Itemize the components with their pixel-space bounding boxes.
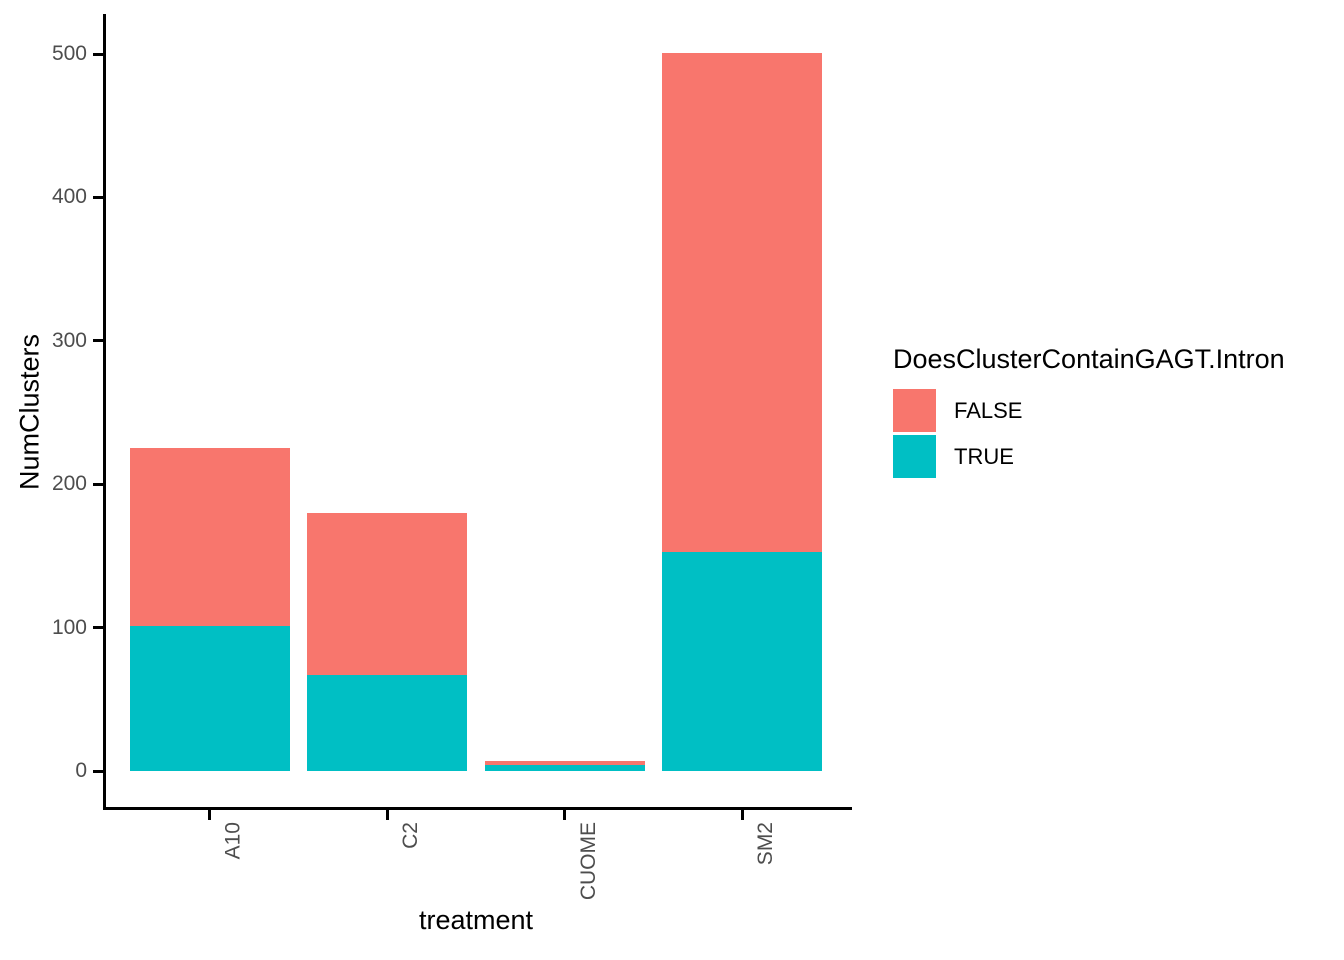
y-tick-mark (93, 195, 103, 199)
legend-swatch-FALSE (893, 389, 936, 432)
y-tick-label: 500 (51, 42, 87, 65)
y-tick-mark (93, 626, 103, 630)
legend-label-FALSE: FALSE (954, 397, 1023, 423)
bar-segment-A10-FALSE (129, 448, 290, 627)
legend-row-TRUE: TRUE (893, 435, 1285, 478)
x-tick-label: CUOME (576, 822, 600, 901)
y-tick-label: 400 (51, 185, 87, 209)
x-tick-label: SM2 (754, 822, 778, 866)
bar-segment-A10-TRUE (129, 626, 290, 771)
y-tick-label: 0 (75, 759, 87, 782)
y-tick-mark (93, 339, 103, 343)
bar-segment-C2-FALSE (307, 512, 468, 675)
legend-title: DoesClusterContainGAGT.Intron (893, 344, 1285, 374)
plot-panel (103, 14, 852, 810)
y-axis-title: NumClusters (14, 333, 45, 491)
bar-segment-C2-TRUE (307, 674, 468, 771)
y-tick-label: 200 (51, 472, 87, 496)
y-tick-mark (93, 52, 103, 56)
y-tick-mark (93, 482, 103, 486)
x-tick-mark (740, 810, 744, 820)
x-tick-label: A10 (221, 822, 245, 860)
bar-segment-CUOME-FALSE (484, 760, 645, 766)
bar-segment-SM2-FALSE (662, 52, 823, 552)
x-tick-mark (385, 810, 389, 820)
legend-rows: FALSE TRUE (893, 389, 1285, 478)
x-tick-mark (563, 810, 567, 820)
legend-row-FALSE: FALSE (893, 389, 1285, 432)
legend-label-TRUE: TRUE (954, 443, 1014, 469)
y-tick-label: 100 (51, 615, 87, 639)
legend: DoesClusterContainGAGT.Intron FALSE TRUE (893, 344, 1285, 481)
legend-swatch-TRUE (893, 435, 936, 478)
y-tick-mark (93, 769, 103, 773)
x-tick-mark (208, 810, 212, 820)
x-axis-title: treatment (418, 905, 534, 935)
bar-segment-SM2-TRUE (662, 551, 823, 771)
bar-segment-CUOME-TRUE (484, 765, 645, 771)
y-tick-label: 300 (51, 328, 87, 352)
x-tick-label: C2 (399, 822, 423, 849)
